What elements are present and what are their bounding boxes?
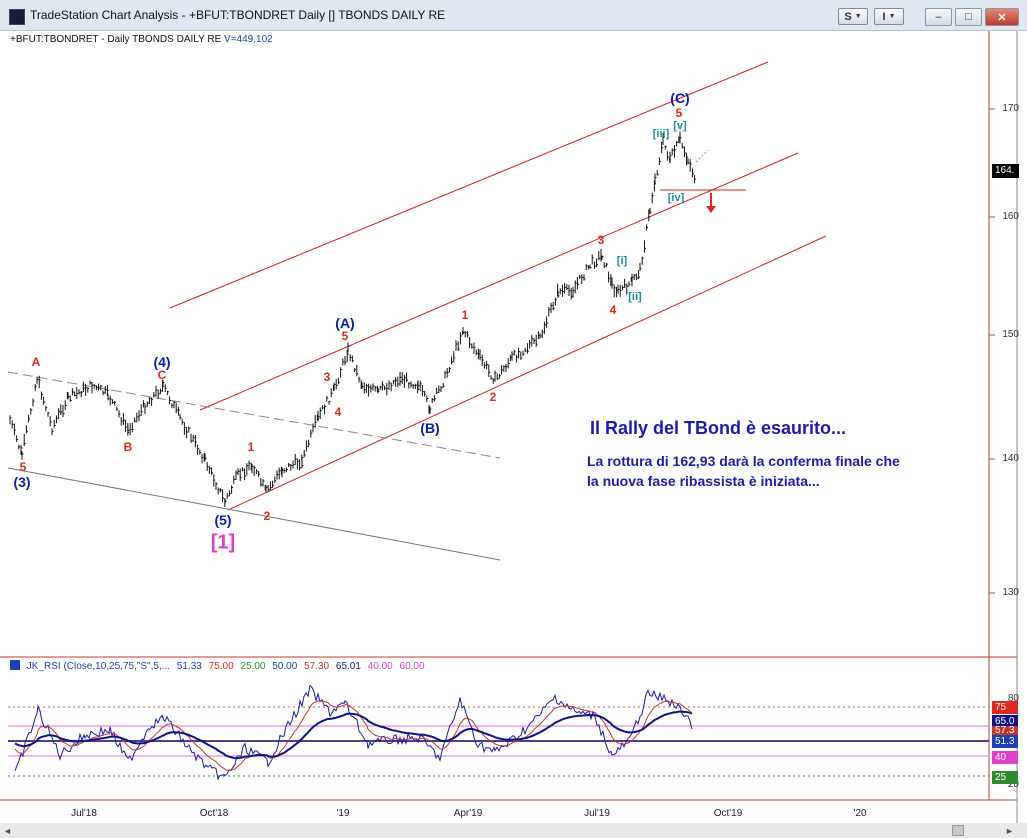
rsi-value-3: 25.00 [240, 661, 266, 672]
rsi-value-6: 65.01 [335, 661, 361, 672]
rsi-badge-40: 40 [992, 751, 1018, 764]
x-label-apr19: Apr'19 [453, 808, 483, 819]
minimize-icon: – [935, 11, 942, 23]
wave-label-iv: [iv] [667, 192, 685, 204]
wave-label-5b: 5 [675, 106, 683, 120]
scroll-left-icon[interactable]: ◄ [3, 826, 12, 836]
wave-label-pB: (B) [420, 420, 440, 436]
x-label-20: '20 [853, 808, 867, 819]
volume-legend: V=449,102 [224, 34, 273, 45]
price-tick-150: 150 [1002, 329, 1019, 340]
x-label-oct18: Oct'18 [199, 808, 229, 819]
wave-label-i: [i] [616, 255, 628, 267]
s-button-label: S [844, 10, 852, 23]
strategy-s-button[interactable]: S ▼ [838, 8, 868, 25]
symbol-legend: +BFUT:TBONDRET - Daily TBONDS DAILY RE [10, 34, 222, 45]
price-tick-160: 160 [1002, 211, 1019, 222]
wave-label-B: B [123, 440, 133, 454]
annotation-body: La rottura di 162,93 darà la conferma fi… [587, 451, 900, 491]
wave-label-A: A [31, 355, 41, 369]
price-tick-130: 130 [1002, 587, 1019, 598]
maximize-button[interactable]: □ [955, 8, 982, 26]
window-title: TradeStation Chart Analysis - +BFUT:TBON… [30, 8, 446, 22]
wave-label-5a: 5 [341, 329, 349, 343]
last-price-badge: 164. [992, 164, 1019, 178]
rsi-value-2: 75.00 [208, 661, 234, 672]
chevron-down-icon: ▼ [888, 13, 896, 20]
maximize-icon: □ [965, 11, 972, 23]
rsi-tick-80: 80 [1007, 693, 1019, 704]
wave-label-pC: (C) [670, 90, 690, 106]
wave-label-3b: 3 [597, 233, 605, 247]
wave-label-v: [v] [673, 120, 687, 132]
wave-label-3a: 3 [323, 370, 331, 384]
price-tick-170: 170 [1002, 103, 1019, 114]
wave-label-C: C [157, 368, 167, 382]
indicator-icon [10, 660, 20, 670]
annotation-title: Il Rally del TBond è esaurito... [590, 418, 847, 438]
chart-legend: +BFUT:TBONDRET - Daily TBONDS DAILY RE V… [10, 34, 273, 45]
rsi-value-4: 50.00 [272, 661, 298, 672]
rsi-value-7: 40.00 [367, 661, 393, 672]
rsi-badge-65: 65.0 [992, 715, 1018, 728]
minimize-button[interactable]: – [925, 8, 952, 26]
wave-label-iii: [iii] [652, 128, 670, 140]
window-titlebar: TradeStation Chart Analysis - +BFUT:TBON… [0, 0, 1027, 31]
wave-label-ii: [ii] [628, 291, 642, 303]
x-label-jul18: Jul'18 [71, 808, 97, 819]
rsi-tick-20: 20 [1007, 779, 1019, 790]
x-label-19: '19 [336, 808, 350, 819]
close-button[interactable]: ✕ [985, 8, 1019, 26]
tradestation-app-icon [9, 9, 25, 25]
rsi-value-1: 51.33 [176, 661, 202, 672]
indicator-i-button[interactable]: I ▼ [874, 8, 904, 25]
wave-label-2a: 2 [263, 509, 271, 523]
rsi-badge-51: 51.3 [992, 735, 1018, 748]
wave-label-p3: (3) [13, 474, 31, 490]
x-label-oct19: Oct'19 [713, 808, 743, 819]
annotation-line-2: la nuova fase ribassista è iniziata... [587, 473, 820, 489]
wave-label-1b: 1 [461, 308, 469, 322]
wave-label-2b: 2 [489, 390, 497, 404]
wave-label-5-left: 5 [19, 460, 27, 474]
rsi-badge-57: 57.3 [992, 726, 1018, 735]
wave-label-p4: (4) [153, 354, 171, 370]
scroll-right-icon[interactable]: ► [1005, 826, 1014, 836]
wave-label-bracket-1: [1] [210, 531, 236, 554]
scrollbar-thumb[interactable] [952, 825, 964, 836]
wave-label-1a: 1 [247, 440, 255, 454]
rsi-value-8: 60.00 [399, 661, 425, 672]
i-button-label: I [882, 10, 886, 23]
wave-label-4b: 4 [609, 303, 617, 317]
horizontal-scrollbar[interactable] [0, 823, 1027, 838]
price-tick-140: 140 [1002, 453, 1019, 464]
chart-area[interactable] [0, 31, 1027, 838]
annotation-line-1: La rottura di 162,93 darà la conferma fi… [587, 453, 900, 469]
close-icon: ✕ [997, 11, 1007, 24]
x-label-jul19: Jul'19 [584, 808, 610, 819]
rsi-value-5: 57.30 [304, 661, 330, 672]
rsi-legend: JK_RSI (Close,10,25,75,"S",5,... 51.33 7… [10, 660, 429, 672]
rsi-badge-25: 25 [992, 771, 1018, 784]
wave-label-pA: (A) [335, 315, 355, 331]
wave-label-4a: 4 [334, 405, 342, 419]
rsi-badge-75: 75 [992, 701, 1018, 714]
wave-label-p5: (5) [214, 512, 232, 528]
rsi-name: JK_RSI (Close,10,25,75,"S",5,... [26, 661, 171, 672]
chevron-down-icon: ▼ [854, 13, 862, 20]
